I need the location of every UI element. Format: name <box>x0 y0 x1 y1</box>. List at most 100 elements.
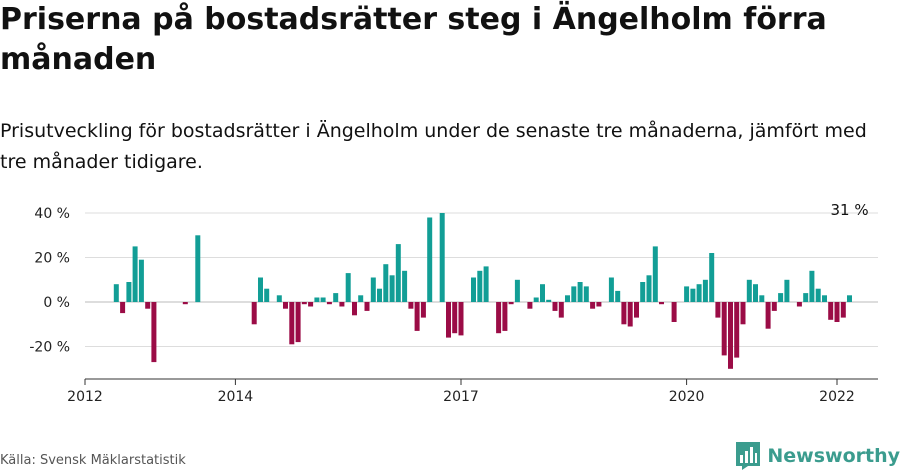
bar <box>702 279 708 303</box>
bar <box>608 277 614 302</box>
annotations: 31 % <box>830 201 868 219</box>
bar <box>408 302 414 309</box>
bar <box>571 286 577 302</box>
bar <box>765 302 771 329</box>
bar <box>439 213 445 302</box>
bar <box>289 302 295 345</box>
x-tick-label: 2012 <box>67 389 103 405</box>
bar <box>746 279 752 303</box>
bar <box>840 302 846 318</box>
bar <box>452 302 458 334</box>
bar <box>721 302 727 356</box>
bar <box>308 302 314 307</box>
bar <box>326 302 332 305</box>
bar <box>715 302 721 318</box>
bar <box>258 277 263 302</box>
bar <box>377 288 382 302</box>
last-value-label: 31 % <box>830 201 868 219</box>
bar <box>345 273 351 302</box>
bar <box>514 279 520 303</box>
bar <box>502 302 508 331</box>
bar <box>364 302 370 311</box>
bar <box>696 284 702 302</box>
bar <box>126 282 132 302</box>
x-tick-label: 2022 <box>819 389 855 405</box>
bar <box>684 286 690 302</box>
bar <box>352 302 357 316</box>
bar <box>301 302 307 305</box>
bar <box>778 293 784 302</box>
bar <box>784 279 790 303</box>
bar <box>314 297 320 302</box>
bar <box>640 282 646 302</box>
bar <box>395 244 401 302</box>
bar <box>138 259 144 302</box>
source-note: Källa: Svensk Mäklarstatistik <box>0 453 186 468</box>
bar <box>803 293 809 302</box>
bar <box>370 277 376 302</box>
bar <box>483 266 489 302</box>
bar <box>671 302 677 322</box>
x-tick-label: 2014 <box>218 389 254 405</box>
bar <box>446 302 451 338</box>
bars <box>113 213 852 369</box>
bar-chart: 40 % 20 % 0 % -20 % 2012 2014 2017 2020 2022 31… <box>29 201 878 405</box>
bar <box>264 288 270 302</box>
bar <box>145 302 151 309</box>
bar <box>414 302 420 331</box>
bar <box>753 284 758 302</box>
bar <box>558 302 564 318</box>
bar <box>276 295 282 302</box>
bar <box>621 302 627 325</box>
bar <box>533 297 539 302</box>
bar <box>634 302 639 318</box>
bar <box>815 288 821 302</box>
bar <box>251 302 257 325</box>
bar <box>771 302 777 311</box>
bar <box>527 302 533 309</box>
y-tick-label: 0 % <box>43 295 70 311</box>
bar <box>339 302 345 307</box>
bar <box>834 302 840 322</box>
bar <box>320 297 326 302</box>
y-axis-ticks: 40 % 20 % 0 % -20 % <box>29 206 70 356</box>
bar <box>283 302 288 309</box>
brand-name: Newsworthy <box>767 445 900 467</box>
bar <box>847 295 852 302</box>
bar <box>540 284 545 302</box>
y-tick-label: 20 % <box>34 251 70 267</box>
bar <box>420 302 426 318</box>
bar <box>458 302 464 336</box>
bar <box>477 270 483 302</box>
y-tick-label: -20 % <box>29 340 70 356</box>
bar <box>809 270 815 302</box>
bar <box>182 302 188 305</box>
bar <box>389 275 395 302</box>
bar <box>333 293 339 302</box>
x-tick-label: 2020 <box>669 389 705 405</box>
bar <box>796 302 802 307</box>
chart-title: Priserna på bostadsrätter steg i Ängelho… <box>0 2 827 77</box>
bar <box>577 282 583 302</box>
bar <box>358 295 364 302</box>
bar <box>659 302 664 305</box>
bar <box>471 277 476 302</box>
bar <box>652 246 658 302</box>
bar <box>646 275 652 302</box>
y-tick-label: 40 % <box>34 206 70 222</box>
x-axis: 2012 2014 2017 2020 2022 <box>67 378 878 405</box>
bar <box>590 302 596 309</box>
bar <box>828 302 834 320</box>
bar <box>546 299 552 302</box>
bar <box>709 253 715 302</box>
bar <box>615 290 621 302</box>
bar <box>383 264 389 302</box>
bar <box>690 288 696 302</box>
bar <box>508 302 514 305</box>
bar <box>734 302 740 358</box>
bar <box>195 235 201 303</box>
bar <box>496 302 502 334</box>
bar <box>583 286 589 302</box>
bar <box>822 295 827 302</box>
bar <box>295 302 301 343</box>
